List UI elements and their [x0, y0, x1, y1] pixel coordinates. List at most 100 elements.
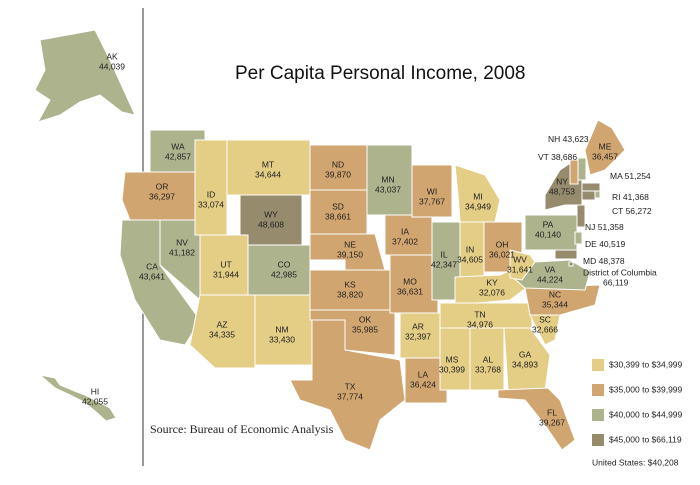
state-abbr: NY — [556, 176, 568, 186]
state-value: 42,347 — [431, 259, 457, 269]
state-value: 33,430 — [269, 334, 295, 344]
legend-swatch — [592, 434, 604, 446]
state — [289, 319, 406, 451]
title-text: Per Capita Personal Income, — [235, 63, 478, 84]
state-abbr: ND — [332, 159, 344, 169]
state-value: 36,297 — [149, 191, 175, 201]
state-value: 33,768 — [475, 364, 501, 374]
state-value: 30,399 — [439, 364, 465, 374]
state-abbr: NJ — [585, 222, 595, 232]
state-abbr: ID — [207, 189, 216, 199]
state-abbr: IN — [466, 244, 475, 254]
state — [509, 249, 536, 281]
state — [554, 249, 578, 260]
state — [569, 159, 579, 185]
state-abbr: IL — [440, 249, 447, 259]
state-value: 34,949 — [465, 201, 491, 211]
state-abbr: MN — [381, 174, 394, 184]
state-value: 38,820 — [337, 289, 363, 299]
state-abbr: MD — [583, 256, 596, 266]
state-label: DE 40,519 — [585, 239, 625, 249]
state-value: 32,076 — [479, 287, 505, 297]
state-value: 41,182 — [169, 247, 195, 257]
state-abbr: HI — [91, 386, 100, 396]
state-abbr: VT — [538, 152, 549, 162]
state-abbr: KY — [486, 277, 498, 287]
state-abbr: WY — [264, 209, 278, 219]
legend-label: $30,399 to $34,999 — [609, 359, 683, 369]
state-abbr: AL — [483, 354, 494, 364]
state-abbr: SD — [332, 201, 344, 211]
state-value: 38,661 — [325, 211, 351, 221]
state-abbr: CO — [278, 259, 291, 269]
state-value: 48,753 — [549, 186, 575, 196]
us-average: United States: $40,208 — [592, 457, 679, 467]
state-abbr: WA — [171, 141, 185, 151]
state — [568, 261, 574, 267]
state — [404, 357, 448, 404]
state — [189, 294, 256, 369]
state-abbr: CT — [612, 206, 623, 216]
state-value: 66,119 — [603, 277, 629, 287]
state-value: 36,424 — [410, 379, 436, 389]
state-value: 40,140 — [535, 229, 561, 239]
state-abbr: UT — [220, 259, 231, 269]
map-title: Per Capita Personal Income, 2008 — [235, 63, 525, 84]
state-abbr: AK — [106, 51, 118, 61]
legend-label: $35,000 to $39,999 — [609, 384, 683, 394]
state-value: 31,641 — [507, 264, 533, 274]
state-abbr: NM — [275, 324, 288, 334]
state-abbr: AZ — [217, 319, 228, 329]
state-abbr: KS — [344, 279, 356, 289]
state-abbr: LA — [418, 369, 429, 379]
state-abbr: District of Columbia — [583, 267, 657, 277]
state — [581, 182, 601, 192]
state-value: 36,631 — [397, 286, 423, 296]
state — [503, 327, 551, 391]
state-value: 56,272 — [626, 206, 652, 216]
state — [584, 119, 626, 176]
state-label: CT 56,272 — [612, 206, 652, 216]
state-label: NH 43,623 — [548, 134, 589, 144]
state-value: 51,358 — [598, 222, 624, 232]
state-value: 37,767 — [419, 196, 445, 206]
state-value: 34,335 — [209, 329, 235, 339]
state-value: 36,021 — [489, 249, 515, 259]
state-value: 44,224 — [537, 274, 563, 284]
state-label: MA 51,254 — [610, 171, 651, 181]
state-abbr: OK — [359, 314, 372, 324]
state-abbr: GA — [519, 349, 532, 359]
state-value: 42,985 — [271, 269, 297, 279]
state-abbr: CA — [146, 261, 158, 271]
state-abbr: MS — [446, 354, 459, 364]
state-value: 34,893 — [512, 359, 538, 369]
state-abbr: NC — [549, 289, 561, 299]
state — [497, 387, 576, 451]
state-value: 32,666 — [532, 324, 558, 334]
state-value: 34,644 — [255, 169, 281, 179]
state-abbr: NH — [548, 134, 560, 144]
state-abbr: OR — [156, 181, 169, 191]
legend-swatch — [592, 409, 604, 421]
state — [38, 374, 117, 422]
state-value: 39,870 — [325, 169, 351, 179]
state-abbr: ME — [599, 141, 612, 151]
legend: $30,399 to $34,999 $35,000 to $39,999 $40,… — [592, 359, 683, 446]
state-label: NJ 51,358 — [585, 222, 624, 232]
state-abbr: VA — [545, 264, 556, 274]
state-value: 43,037 — [375, 184, 401, 194]
state-value: 48,608 — [258, 219, 284, 229]
state-abbr: RI — [612, 192, 621, 202]
state — [574, 231, 583, 245]
state-value: 36,457 — [592, 151, 618, 161]
state-label: VT 38,686 — [538, 152, 577, 162]
state-abbr: NE — [344, 239, 356, 249]
state-abbr: MI — [473, 191, 482, 201]
state-value: 35,985 — [352, 324, 378, 334]
source: Source: Bureau of Economic Analysis — [150, 422, 334, 436]
state-value: 32,397 — [405, 331, 431, 341]
state-abbr: PA — [543, 219, 554, 229]
state — [576, 204, 586, 228]
state-abbr: AR — [412, 321, 424, 331]
